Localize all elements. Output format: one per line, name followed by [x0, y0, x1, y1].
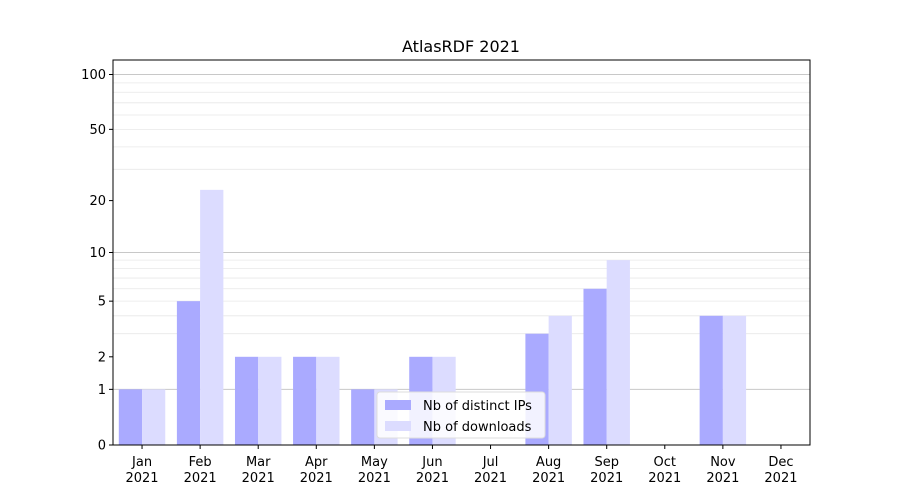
x-tick-label-year: 2021 — [242, 471, 275, 486]
bar-downloads-sep — [606, 260, 630, 445]
x-tick-label-year: 2021 — [184, 471, 217, 486]
bar-ips-feb — [176, 301, 201, 445]
x-tick-label-month: Oct — [654, 455, 676, 470]
bar-ips-mar — [234, 356, 259, 445]
x-tick-label-year: 2021 — [706, 471, 739, 486]
x-tick-label-year: 2021 — [300, 471, 333, 486]
bar-downloads-feb — [200, 189, 224, 445]
y-tick-label: 5 — [98, 295, 106, 310]
bar-downloads-jan — [142, 389, 166, 445]
x-tick-label-month: Apr — [305, 455, 328, 470]
y-tick-label: 100 — [81, 68, 106, 83]
legend-box — [376, 391, 546, 439]
chart-title: AtlasRDF 2021 — [402, 37, 520, 56]
x-tick-label-year: 2021 — [358, 471, 391, 486]
bar-downloads-apr — [316, 356, 340, 445]
x-tick-label-year: 2021 — [474, 471, 507, 486]
grid-lines — [113, 74, 810, 390]
x-tick-label-month: Dec — [768, 455, 793, 470]
x-tick-label-year: 2021 — [532, 471, 565, 486]
x-axis: Jan2021Feb2021Mar2021Apr2021May2021Jun20… — [125, 445, 798, 486]
bar-ips-jan — [118, 389, 143, 445]
legend: Nb of distinct IPs Nb of downloads — [376, 391, 546, 439]
x-tick-label-year: 2021 — [648, 471, 681, 486]
x-tick-label-month: Aug — [536, 455, 561, 470]
bar-downloads-aug — [548, 315, 572, 445]
legend-swatch — [385, 421, 411, 431]
x-tick-label-month: Mar — [246, 455, 271, 470]
x-tick-label-month: Feb — [189, 455, 212, 470]
x-tick-label-year: 2021 — [590, 471, 623, 486]
x-tick-label-month: Jul — [482, 455, 499, 470]
x-tick-label-month: Sep — [594, 455, 619, 470]
legend-label: Nb of downloads — [423, 420, 532, 435]
y-tick-label: 10 — [89, 246, 106, 261]
x-tick-label-month: May — [361, 455, 388, 470]
x-tick-label-year: 2021 — [764, 471, 797, 486]
bar-downloads-nov — [722, 315, 747, 445]
bars — [118, 189, 747, 445]
x-tick-label-year: 2021 — [125, 471, 158, 486]
x-tick-label-month: Nov — [710, 455, 736, 470]
legend-swatch — [385, 400, 411, 410]
x-tick-label-year: 2021 — [416, 471, 449, 486]
y-tick-label: 50 — [89, 123, 106, 138]
y-tick-label: 20 — [89, 194, 106, 209]
bar-ips-may — [351, 389, 375, 445]
x-tick-label-month: Jan — [131, 455, 152, 470]
y-tick-label: 0 — [98, 439, 106, 454]
bar-downloads-mar — [258, 356, 282, 445]
bar-ips-nov — [699, 315, 723, 445]
y-tick-label: 2 — [98, 350, 106, 365]
y-tick-label: 1 — [98, 383, 106, 398]
bar-ips-apr — [293, 356, 317, 445]
y-axis: 0 1 2 5 10 20 50 100 — [81, 68, 113, 454]
bar-ips-sep — [583, 288, 607, 445]
x-tick-label-month: Jun — [421, 455, 442, 470]
legend-label: Nb of distinct IPs — [423, 399, 532, 414]
